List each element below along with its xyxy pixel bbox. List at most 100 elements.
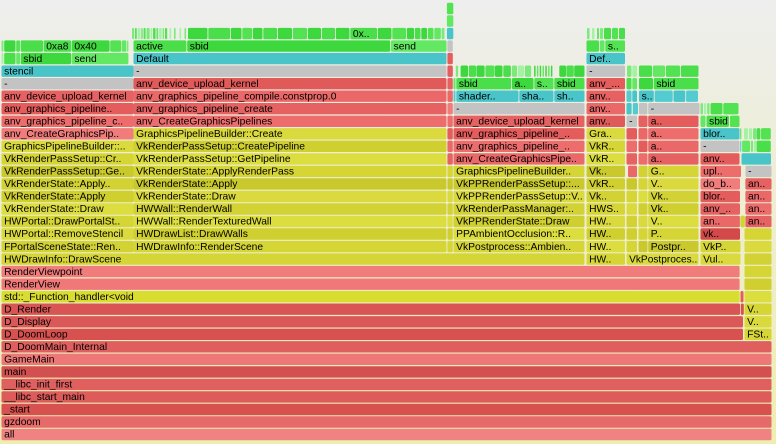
svg-text:P..: P.. (651, 229, 662, 240)
svg-text:sbid: sbid (190, 41, 209, 52)
svg-text:VkRenderPassSetup::GetPipeline: VkRenderPassSetup::GetPipeline (136, 154, 291, 165)
svg-text:blor..: blor.. (703, 192, 725, 203)
svg-text:Def..: Def.. (589, 54, 611, 65)
svg-text:GameMain: GameMain (4, 355, 55, 366)
svg-text:PPAmbientOcclusion::R..: PPAmbientOcclusion::R.. (456, 229, 571, 240)
svg-text:-: - (4, 79, 7, 90)
svg-text:-: - (651, 104, 654, 115)
svg-text:HW..: HW.. (589, 254, 611, 265)
svg-text:an..: an.. (748, 179, 765, 190)
svg-text:anv_device_upload_kernel: anv_device_upload_kernel (136, 79, 259, 90)
svg-text:sbid: sbid (459, 79, 478, 90)
svg-text:GraphicsPipelineBuilder::Creat: GraphicsPipelineBuilder::Create (136, 129, 283, 140)
svg-text:anv_..: anv_.. (703, 204, 731, 215)
svg-text:RenderViewpoint: RenderViewpoint (4, 267, 82, 278)
svg-text:std::_Function_handler<void: std::_Function_handler<void (4, 292, 134, 303)
svg-text:-: - (136, 66, 139, 77)
svg-text:an..: an.. (703, 217, 720, 228)
svg-text:VkR..: VkR.. (589, 142, 614, 153)
svg-text:a..: a.. (651, 117, 662, 128)
svg-text:sbid: sbid (557, 79, 576, 90)
svg-text:an..: an.. (748, 217, 765, 228)
svg-text:__libc_start_main: __libc_start_main (3, 392, 85, 403)
svg-text:VkRenderState::Apply: VkRenderState::Apply (136, 179, 238, 190)
svg-text:HWWall::RenderTexturedWall: HWWall::RenderTexturedWall (136, 217, 271, 228)
svg-text:HWPortal::DrawPortalSt..: HWPortal::DrawPortalSt.. (4, 217, 120, 228)
svg-text:-: - (703, 142, 706, 153)
svg-text:Vk..: Vk.. (589, 167, 607, 178)
svg-text:Vk..: Vk.. (651, 204, 669, 215)
svg-text:all: all (4, 430, 14, 441)
svg-text:HWDrawList::DrawWalls: HWDrawList::DrawWalls (136, 229, 248, 240)
svg-text:HWS..: HWS.. (589, 204, 619, 215)
svg-text:HWPortal::RemoveStencil: HWPortal::RemoveStencil (4, 229, 123, 240)
svg-text:0xa8: 0xa8 (46, 41, 69, 52)
svg-text:HW..: HW.. (589, 217, 611, 228)
svg-text:sbid: sbid (23, 54, 42, 65)
svg-text:VkRenderState::Draw: VkRenderState::Draw (136, 192, 236, 203)
svg-text:a..: a.. (515, 79, 526, 90)
svg-text:Default: Default (136, 54, 169, 65)
svg-text:D_DoomMain_Internal: D_DoomMain_Internal (4, 342, 107, 353)
svg-text:-: - (748, 167, 751, 178)
svg-text:0x40: 0x40 (74, 41, 97, 52)
svg-text:VkPPRenderPassSetup::V..: VkPPRenderPassSetup::V.. (456, 192, 583, 203)
svg-text:anv_graphics_pipeline_compile.: anv_graphics_pipeline_compile.constprop.… (136, 91, 337, 102)
svg-text:V..: V.. (747, 317, 759, 328)
svg-text:anv_graphics_pipeline_..: anv_graphics_pipeline_.. (456, 142, 570, 153)
svg-text:VkPPRenderPassSetup::...: VkPPRenderPassSetup::... (456, 179, 580, 190)
svg-text:sh..: sh.. (557, 91, 574, 102)
svg-text:HWDrawInfo::DrawScene: HWDrawInfo::DrawScene (4, 254, 122, 265)
svg-text:-: - (629, 117, 632, 128)
svg-text:D_Display: D_Display (4, 317, 52, 328)
svg-text:Vk..: Vk.. (589, 192, 607, 203)
svg-text:anv_CreateGraphicsPip..: anv_CreateGraphicsPip.. (4, 129, 119, 140)
svg-text:anv_...: anv_... (589, 79, 620, 90)
svg-text:anv_graphics_pipeline_create: anv_graphics_pipeline_create (136, 104, 273, 115)
svg-text:Postpr..: Postpr.. (651, 242, 686, 253)
svg-text:a..: a.. (651, 129, 662, 140)
svg-text:anv..: anv.. (703, 154, 725, 165)
svg-text:__libc_init_first: __libc_init_first (3, 380, 72, 391)
svg-text:blor..: blor.. (703, 129, 725, 140)
svg-text:anv_CreateGraphicsPipelines: anv_CreateGraphicsPipelines (136, 117, 272, 128)
svg-text:FSt..: FSt.. (747, 330, 769, 341)
svg-text:0x..: 0x.. (353, 29, 370, 40)
svg-text:s..: s.. (642, 91, 653, 102)
svg-text:VkPostprocess::Ambien..: VkPostprocess::Ambien.. (456, 242, 571, 253)
svg-text:anv_device_upload_kernel: anv_device_upload_kernel (456, 117, 579, 128)
svg-text:VkRenderState::Apply: VkRenderState::Apply (4, 192, 106, 203)
svg-text:RenderView: RenderView (4, 279, 60, 290)
svg-text:VkP..: VkP.. (703, 242, 726, 253)
svg-text:V..: V.. (747, 304, 759, 315)
svg-text:FPortalSceneState::Ren..: FPortalSceneState::Ren.. (4, 242, 121, 253)
svg-text:D_Render: D_Render (4, 304, 52, 315)
svg-text:HW..: HW.. (589, 242, 611, 253)
svg-text:anv_CreateGraphicsPipe..: anv_CreateGraphicsPipe.. (456, 154, 577, 165)
svg-text:a..: a.. (651, 142, 662, 153)
svg-text:upl..: upl.. (703, 167, 722, 178)
svg-text:Gra..: Gra.. (589, 129, 612, 140)
svg-text:GraphicsPipelineBuilder::..: GraphicsPipelineBuilder::.. (4, 142, 125, 153)
svg-text:active: active (136, 41, 163, 52)
svg-text:gzdoom: gzdoom (4, 417, 41, 428)
svg-text:GraphicsPipelineBuilder..: GraphicsPipelineBuilder.. (456, 167, 571, 178)
svg-text:sha..: sha.. (522, 91, 544, 102)
svg-text:send: send (74, 54, 97, 65)
svg-text:an..: an.. (748, 204, 765, 215)
svg-text:send: send (394, 41, 417, 52)
svg-text:anv_graphics_pipeline..: anv_graphics_pipeline.. (4, 104, 112, 115)
svg-text:VkPostproces..: VkPostproces.. (629, 254, 697, 265)
svg-text:anv..: anv.. (589, 91, 611, 102)
svg-text:VkRenderPassSetup::CreatePipel: VkRenderPassSetup::CreatePipeline (136, 142, 305, 153)
svg-text:D_DoomLoop: D_DoomLoop (4, 330, 68, 341)
svg-text:vk..: vk.. (703, 229, 719, 240)
svg-text:sbid: sbid (656, 79, 675, 90)
svg-text:anv..: anv.. (589, 104, 611, 115)
svg-text:VkRenderState::Draw: VkRenderState::Draw (4, 204, 104, 215)
svg-text:VkRenderPassSetup::Ge..: VkRenderPassSetup::Ge.. (4, 167, 125, 178)
svg-text:do_b..: do_b.. (703, 179, 732, 190)
svg-text:-: - (456, 104, 459, 115)
svg-text:VkR..: VkR.. (589, 154, 614, 165)
svg-text:main: main (4, 367, 27, 378)
